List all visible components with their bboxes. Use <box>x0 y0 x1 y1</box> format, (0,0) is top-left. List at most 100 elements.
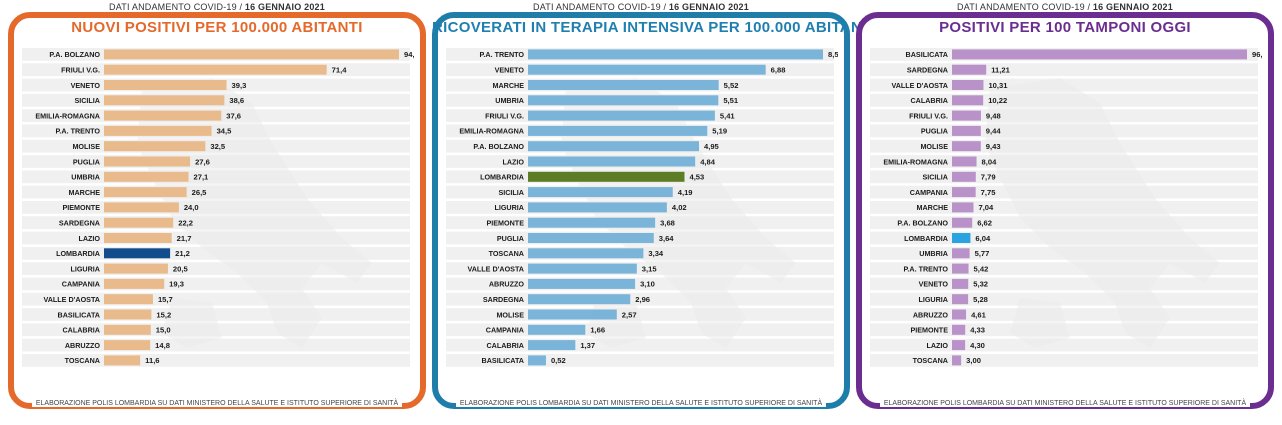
bar <box>104 324 151 335</box>
bar <box>952 309 967 320</box>
bar <box>104 233 172 243</box>
header-prefix: DATI ANDAMENTO COVID-19 / <box>533 2 669 12</box>
category-label: ABRUZZO <box>913 310 949 319</box>
category-label: ABRUZZO <box>489 280 525 289</box>
bar <box>952 263 969 274</box>
category-label: FRIULI V.G. <box>909 111 948 120</box>
value-label: 39,3 <box>232 81 247 90</box>
bar <box>952 125 981 136</box>
value-label: 4,33 <box>970 326 985 335</box>
category-label: P.A. TRENTO <box>56 127 101 136</box>
bar <box>952 110 981 121</box>
category-label: TOSCANA <box>489 249 524 258</box>
bar <box>104 110 222 121</box>
bar <box>952 324 966 335</box>
value-label: 94,6 <box>404 50 414 59</box>
value-label: 3,15 <box>642 264 658 273</box>
bar <box>104 263 168 274</box>
value-label: 2,57 <box>622 310 637 319</box>
value-label: 8,54 <box>828 50 838 59</box>
value-label: 4,61 <box>971 310 987 319</box>
category-label: LIGURIA <box>70 264 100 273</box>
value-label: 0,52 <box>551 356 566 365</box>
bar <box>104 278 165 289</box>
category-label: UMBRIA <box>919 249 948 258</box>
category-label: P.A. TRENTO <box>480 50 525 59</box>
bar <box>528 278 636 289</box>
value-label: 2,96 <box>635 295 650 304</box>
bar-chart: P.A. TRENTO 8,54 VENETO 6,88 MARCHE 5,52 UMBRI… <box>446 48 838 378</box>
value-label: 11,21 <box>991 65 1010 74</box>
category-label: LIGURIA <box>494 203 524 212</box>
value-label: 3,64 <box>659 234 675 243</box>
category-label: PUGLIA <box>497 234 524 243</box>
category-label: MOLISE <box>72 142 100 151</box>
category-label: EMILIA-ROMAGNA <box>883 157 948 166</box>
value-label: 3,34 <box>648 249 664 258</box>
value-label: 5,28 <box>973 295 988 304</box>
bar <box>528 156 696 167</box>
value-label: 22,2 <box>178 218 193 227</box>
value-label: 5,19 <box>712 127 727 136</box>
row-band <box>870 308 1258 321</box>
value-label: 20,5 <box>173 264 189 273</box>
value-label: 71,4 <box>332 65 348 74</box>
bar-chart-svg: P.A. TRENTO 8,54 VENETO 6,88 MARCHE 5,52 UMBRI… <box>446 48 838 367</box>
category-label: PIEMONTE <box>910 326 948 335</box>
category-label: CAMPANIA <box>486 326 524 335</box>
bar <box>528 141 699 152</box>
bar <box>104 171 189 182</box>
bar <box>952 355 962 366</box>
value-label: 32,5 <box>210 142 226 151</box>
bar <box>952 202 974 213</box>
bar <box>952 49 1247 60</box>
bar <box>952 278 969 289</box>
value-label: 9,48 <box>986 111 1001 120</box>
value-label: 1,66 <box>590 326 605 335</box>
value-label: 14,8 <box>155 341 170 350</box>
category-label: MARCHE <box>916 203 948 212</box>
category-label: P.A. BOLZANO <box>473 142 524 151</box>
value-label: 26,5 <box>192 188 208 197</box>
value-label: 37,6 <box>226 111 241 120</box>
value-label: 34,5 <box>217 127 233 136</box>
bar <box>528 263 637 274</box>
bar-chart-svg: P.A. BOLZANO 94,6 FRIULI V.G. 71,4 VENETO 39,… <box>22 48 414 367</box>
value-label: 3,10 <box>640 280 655 289</box>
value-label: 4,95 <box>704 142 720 151</box>
bar <box>104 294 153 305</box>
bar <box>528 187 673 198</box>
category-label: BASILICATA <box>58 310 100 319</box>
value-label: 5,52 <box>724 81 739 90</box>
row-band <box>870 354 1258 367</box>
bar <box>104 125 212 136</box>
value-label: 6,04 <box>975 234 991 243</box>
category-label: MOLISE <box>496 310 524 319</box>
bar <box>104 248 171 259</box>
category-label: LAZIO <box>926 341 948 350</box>
bar <box>104 80 227 90</box>
category-label: UMBRIA <box>495 96 524 105</box>
value-label: 5,32 <box>973 280 988 289</box>
bar <box>952 233 971 243</box>
category-label: ABRUZZO <box>65 341 101 350</box>
bar <box>104 95 225 106</box>
category-label: LOMBARDIA <box>56 249 100 258</box>
panel-positivi-tamponi: DATI ANDAMENTO COVID-19 / 16 GENNAIO 202… <box>856 0 1274 425</box>
category-label: P.A. BOLZANO <box>49 50 100 59</box>
bar <box>952 64 987 75</box>
bar <box>104 202 179 213</box>
bar <box>528 80 719 90</box>
bar <box>528 64 766 75</box>
bar <box>952 95 984 106</box>
value-label: 7,79 <box>981 173 996 182</box>
category-label: PIEMONTE <box>486 218 524 227</box>
bar <box>528 171 685 182</box>
bar <box>528 95 719 106</box>
value-label: 5,51 <box>723 96 739 105</box>
bar <box>528 49 823 60</box>
category-label: CALABRIA <box>62 326 100 335</box>
category-label: SARDEGNA <box>483 295 524 304</box>
value-label: 4,30 <box>970 341 985 350</box>
value-label: 5,77 <box>975 249 990 258</box>
